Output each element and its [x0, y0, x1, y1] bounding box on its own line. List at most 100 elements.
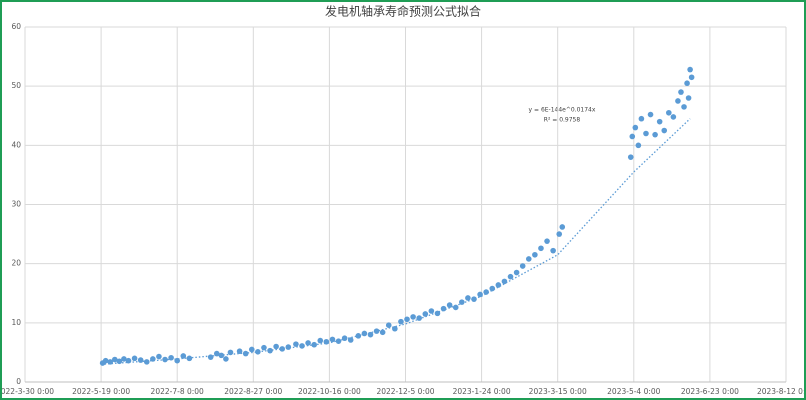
y-tick-label: 50: [11, 81, 21, 90]
y-tick-label: 60: [11, 22, 21, 31]
data-point: [168, 354, 174, 361]
data-point: [685, 95, 692, 101]
data-point: [638, 115, 645, 122]
data-point: [681, 104, 687, 110]
x-tick-label: 2023-3-15 0:00: [529, 387, 587, 396]
data-point: [416, 315, 422, 321]
data-point: [102, 357, 109, 364]
data-point: [299, 343, 305, 349]
data-point: [255, 349, 261, 355]
x-tick-label: 2023-8-12 0:00: [757, 387, 804, 396]
data-point: [647, 111, 654, 118]
data-point: [495, 282, 502, 288]
data-point: [489, 285, 496, 292]
data-point: [559, 224, 566, 230]
data-point: [544, 238, 550, 244]
data-point: [483, 289, 489, 295]
x-tick-label: 2023-6-23 0:00: [681, 387, 739, 396]
y-tick-label: 10: [11, 318, 21, 327]
data-point: [452, 304, 459, 311]
data-point: [656, 118, 663, 125]
data-point: [285, 344, 292, 350]
chart-title: 发电机轴承寿命预测公式拟合: [325, 4, 481, 19]
data-point: [379, 329, 386, 336]
data-point: [404, 316, 410, 323]
y-tick-label: 0: [16, 377, 21, 386]
data-point: [635, 142, 642, 149]
data-point: [156, 353, 162, 360]
data-point: [137, 357, 144, 363]
data-point: [248, 346, 255, 353]
data-point: [361, 330, 368, 337]
y-tick-label: 30: [11, 200, 21, 209]
data-point: [532, 251, 538, 258]
data-point: [519, 263, 526, 269]
data-point: [446, 302, 453, 308]
data-point: [550, 247, 556, 254]
data-point: [687, 66, 693, 73]
data-point: [180, 353, 187, 359]
data-point: [632, 124, 639, 131]
x-tick-label: 2022-8-27 0:00: [224, 387, 282, 396]
data-point: [440, 305, 447, 312]
data-point: [627, 154, 634, 160]
data-point: [459, 299, 465, 305]
data-point: [143, 359, 150, 365]
data-point: [661, 127, 668, 134]
data-point: [385, 322, 392, 329]
data-point: [684, 80, 690, 87]
y-tick-label: 40: [11, 140, 21, 149]
data-point: [329, 336, 336, 343]
data-point: [629, 133, 636, 140]
data-point: [341, 335, 348, 342]
data-point: [111, 356, 118, 363]
data-point: [678, 89, 684, 95]
x-tick-label: 2022-5-19 0:00: [72, 387, 130, 396]
data-point: [236, 348, 243, 355]
x-tick-label: 2022-12-5 0:00: [376, 387, 434, 396]
data-point: [422, 311, 429, 317]
data-point: [666, 109, 672, 116]
data-point: [398, 318, 404, 325]
data-point: [428, 308, 435, 314]
data-point: [131, 355, 138, 362]
data-point: [261, 344, 267, 351]
data-point: [525, 256, 532, 262]
data-point: [556, 231, 563, 237]
trendline: [101, 118, 691, 365]
data-point: [273, 343, 279, 350]
data-point: [465, 295, 471, 301]
x-tick-label: 2023-5-4 0:00: [607, 387, 660, 396]
data-point: [513, 269, 520, 276]
data-point: [305, 340, 311, 346]
data-point: [471, 296, 477, 302]
data-point: [670, 114, 677, 120]
data-point: [652, 131, 658, 138]
trend-equation: y = 6E-144e^0.0174x: [529, 107, 596, 114]
data-point: [688, 74, 695, 81]
data-point: [218, 352, 225, 359]
data-point: [410, 314, 416, 320]
y-tick-label: 20: [11, 259, 21, 268]
trend-r-squared: R² = 0.9758: [544, 117, 581, 124]
data-point: [207, 354, 214, 360]
x-tick-label: 2022-3-30 0:00: [2, 387, 54, 396]
data-point: [293, 341, 299, 347]
data-point: [538, 245, 544, 252]
data-point: [213, 350, 220, 357]
data-point: [227, 349, 234, 356]
data-point: [643, 130, 649, 137]
x-tick-label: 2023-1-24 0:00: [453, 387, 511, 396]
data-point: [501, 278, 508, 285]
data-point: [116, 358, 123, 365]
x-tick-label: 2022-7-8 0:00: [151, 387, 204, 396]
data-point: [279, 346, 286, 352]
data-point: [507, 273, 514, 280]
data-point: [223, 356, 229, 362]
data-point: [317, 337, 324, 344]
x-tick-label: 2022-10-16 0:00: [298, 387, 361, 396]
data-point: [675, 98, 681, 104]
data-point: [121, 356, 127, 362]
